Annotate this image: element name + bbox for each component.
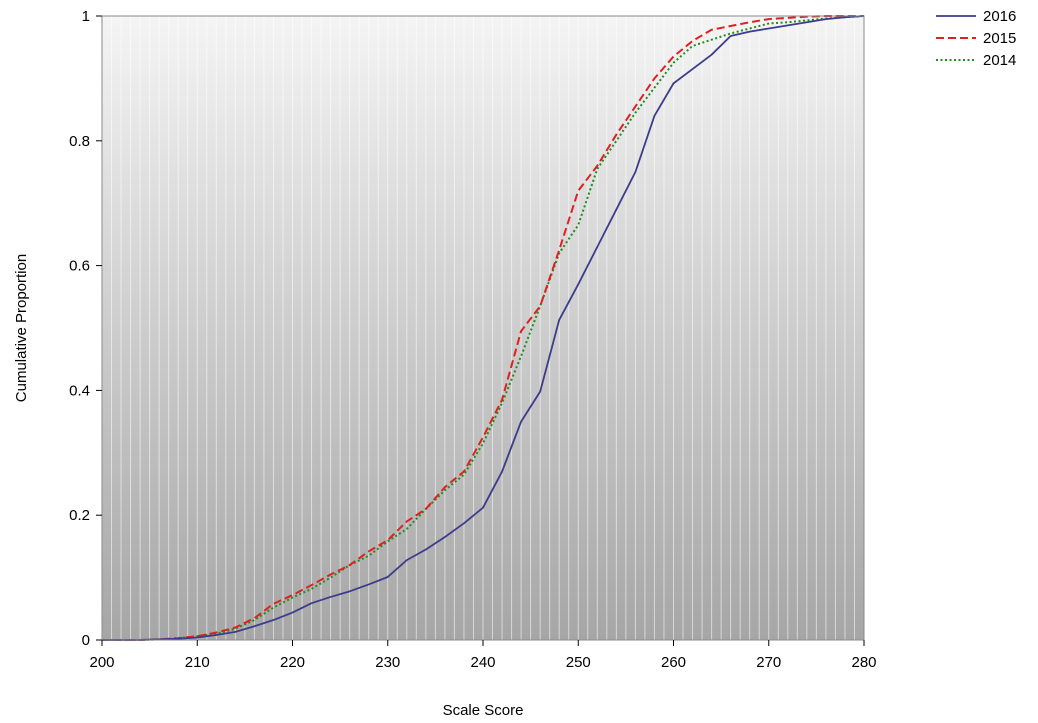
legend-item-2016: 2016 [936,8,1016,25]
legend-label: 2016 [983,8,1016,25]
legend-item-2014: 2014 [936,52,1016,69]
series-lines [102,15,865,641]
x-tick-label: 250 [566,654,591,671]
series-line-2015 [102,15,864,641]
x-tick-label: 210 [185,654,210,671]
y-tick-label: 1 [82,8,90,25]
y-tick-label: 0 [82,632,90,649]
x-tick-label: 280 [851,654,876,671]
y-axis: 0 0.2 0.4 0.6 0.8 1 [69,8,102,649]
y-tick-label: 0.8 [69,133,90,150]
x-tick-label: 220 [280,654,305,671]
x-axis: 200 210 220 230 240 250 260 270 280 [89,640,877,671]
series-line-2016 [102,15,865,641]
x-tick-label: 270 [756,654,781,671]
legend-label: 2014 [983,52,1016,69]
y-tick-label: 0.6 [69,258,90,275]
x-tick-label: 230 [375,654,400,671]
legend-item-2015: 2015 [936,30,1016,47]
y-axis-title: Cumulative Proportion [13,254,30,402]
x-tick-label: 200 [89,654,114,671]
legend-label: 2015 [983,30,1016,47]
y-tick-label: 0.4 [69,382,90,399]
x-axis-title: Scale Score [443,702,524,719]
y-tick-label: 0.2 [69,507,90,524]
x-tick-label: 240 [470,654,495,671]
legend: 2016 2015 2014 [936,8,1016,69]
x-tick-label: 260 [661,654,686,671]
series-line-2014 [102,15,865,641]
